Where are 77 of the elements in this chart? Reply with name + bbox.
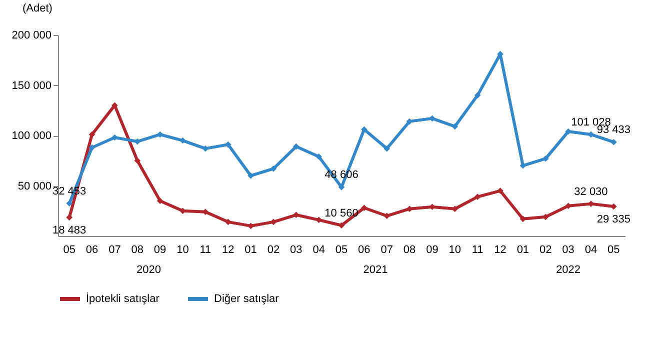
point bbox=[429, 204, 436, 210]
y-tick-label: 200 000 bbox=[12, 30, 52, 42]
point bbox=[224, 218, 232, 226]
x-tick-label: 01 bbox=[244, 244, 257, 256]
point bbox=[248, 222, 254, 230]
x-tick-label: 11 bbox=[200, 244, 212, 256]
x-tick-label: 03 bbox=[290, 244, 302, 256]
data-label: 32 030 bbox=[574, 186, 608, 198]
x-tick-label: 05 bbox=[608, 244, 620, 256]
point bbox=[316, 153, 322, 160]
x-tick-label: 04 bbox=[584, 244, 598, 256]
point bbox=[202, 145, 209, 152]
text: 2021 bbox=[363, 264, 388, 276]
y-tick-label: 50 000 bbox=[18, 180, 52, 192]
x-tick-label: 09 bbox=[426, 244, 438, 256]
point bbox=[292, 212, 300, 218]
x-tick-label: 10 bbox=[176, 244, 189, 256]
point bbox=[497, 188, 504, 194]
legend-label: İpotekli satışlar bbox=[86, 292, 160, 305]
point bbox=[384, 145, 390, 152]
point bbox=[180, 137, 186, 144]
point bbox=[156, 131, 164, 138]
point bbox=[610, 138, 617, 146]
point bbox=[384, 212, 390, 220]
x-tick-label: 01 bbox=[516, 244, 530, 256]
x-tick-label: 02 bbox=[539, 244, 552, 256]
y-tick-label: 100 000 bbox=[12, 130, 52, 142]
point bbox=[565, 202, 572, 210]
point bbox=[588, 131, 594, 138]
point bbox=[88, 131, 96, 138]
point bbox=[565, 128, 572, 135]
point bbox=[588, 200, 594, 207]
text: 2022 bbox=[556, 264, 581, 276]
x-tick-label: 11 bbox=[472, 244, 484, 256]
point bbox=[361, 204, 368, 212]
point bbox=[112, 134, 118, 141]
point bbox=[474, 194, 481, 200]
data-label: 93 433 bbox=[596, 124, 630, 136]
point bbox=[66, 214, 72, 221]
x-tick-label: 07 bbox=[108, 244, 121, 256]
point bbox=[338, 222, 345, 229]
point bbox=[270, 166, 277, 172]
data-label: 29 335 bbox=[596, 214, 630, 226]
x-tick-label: 12 bbox=[222, 244, 234, 256]
y-tick-label: 150 000 bbox=[12, 80, 52, 92]
x-tick-label: 10 bbox=[448, 244, 462, 256]
point bbox=[429, 115, 436, 122]
x-tick-label: 07 bbox=[380, 244, 393, 256]
point bbox=[452, 123, 458, 130]
point bbox=[156, 198, 164, 204]
point bbox=[270, 218, 277, 226]
x-tick-label: 06 bbox=[358, 244, 370, 256]
x-tick-label: 02 bbox=[267, 244, 280, 256]
point bbox=[292, 143, 300, 150]
x-tick-label: 04 bbox=[312, 244, 325, 256]
text: 2020 bbox=[136, 264, 161, 276]
point bbox=[66, 200, 72, 207]
y-axis-title: (Adet) bbox=[22, 2, 52, 14]
point bbox=[474, 92, 481, 98]
x-tick-label: 03 bbox=[562, 244, 574, 256]
x-tick-label: 05 bbox=[63, 244, 76, 256]
point bbox=[88, 144, 96, 151]
point bbox=[542, 155, 549, 162]
point bbox=[316, 216, 322, 224]
point bbox=[361, 126, 368, 133]
point bbox=[610, 203, 617, 210]
data-label: 18 483 bbox=[52, 224, 86, 236]
x-tick-label: 08 bbox=[403, 244, 416, 256]
x-tick-label: 08 bbox=[131, 244, 144, 256]
legend-label: Diğer satışlar bbox=[214, 293, 280, 305]
x-tick-label: 12 bbox=[494, 244, 506, 256]
point bbox=[134, 157, 141, 164]
point bbox=[248, 172, 254, 179]
x-tick-label: 05 bbox=[335, 244, 348, 256]
x-tick-label: 09 bbox=[154, 244, 166, 256]
point bbox=[134, 138, 141, 145]
x-tick-label: 06 bbox=[86, 244, 98, 256]
